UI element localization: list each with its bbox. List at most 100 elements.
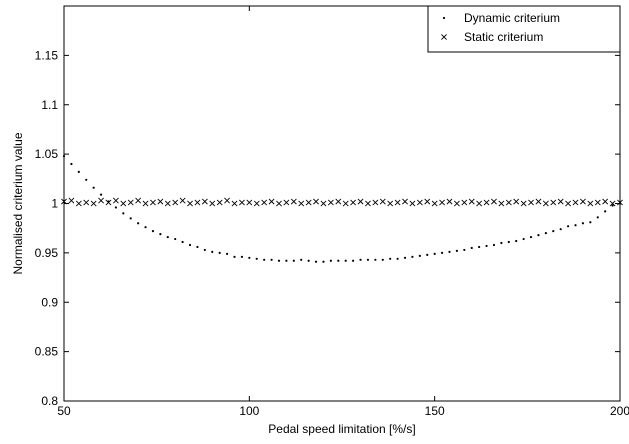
static-point-stroke bbox=[75, 200, 82, 207]
static-point-stroke bbox=[572, 199, 579, 206]
dynamic-point bbox=[515, 239, 518, 243]
static-point-stroke bbox=[98, 197, 104, 204]
y-tick-label: 1.1 bbox=[41, 98, 58, 112]
y-tick-label: 0.9 bbox=[41, 295, 58, 309]
static-point bbox=[105, 199, 112, 206]
axes-layer: 50 100 150 200 0.8 0.85 0.9 0.95 1 1.05 1.1 1.15 bbox=[35, 5, 629, 418]
static-point bbox=[394, 199, 401, 206]
static-point-stroke bbox=[90, 200, 97, 207]
static-point bbox=[112, 197, 119, 204]
dynamic-point bbox=[263, 258, 266, 261]
static-point-stroke bbox=[224, 197, 231, 204]
static-point bbox=[580, 198, 586, 205]
static-point bbox=[283, 199, 290, 206]
static-point-stroke bbox=[164, 200, 171, 207]
static-point bbox=[424, 198, 431, 205]
static-point-stroke bbox=[61, 198, 67, 205]
dynamic-point bbox=[537, 234, 540, 237]
dynamic-point bbox=[470, 246, 473, 250]
static-point bbox=[327, 199, 334, 206]
static-point-stroke bbox=[565, 200, 572, 207]
static-point bbox=[157, 198, 164, 205]
static-point-stroke bbox=[550, 199, 557, 206]
static-point-stroke bbox=[409, 200, 416, 207]
static-point bbox=[83, 199, 90, 206]
static-point-stroke bbox=[268, 198, 275, 205]
x-tick-label: 150 bbox=[425, 404, 445, 418]
static-point-stroke bbox=[142, 200, 149, 207]
static-point-stroke bbox=[505, 199, 512, 206]
static-point-stroke bbox=[68, 197, 75, 204]
static-point-stroke bbox=[112, 197, 119, 204]
static-point bbox=[335, 198, 342, 205]
static-point bbox=[68, 197, 75, 204]
static-point-stroke bbox=[135, 197, 142, 204]
dynamic-point bbox=[322, 260, 325, 263]
dynamic-point bbox=[174, 237, 177, 241]
static-point bbox=[513, 198, 520, 205]
y-tick-label: 1.05 bbox=[35, 147, 59, 161]
static-point-stroke bbox=[483, 199, 490, 206]
dynamic-point bbox=[300, 258, 303, 261]
static-point bbox=[468, 198, 475, 205]
static-point-stroke bbox=[239, 199, 245, 206]
dynamic-point bbox=[70, 162, 73, 166]
static-point bbox=[550, 199, 557, 206]
static-point bbox=[268, 198, 275, 205]
static-point bbox=[253, 200, 260, 207]
dynamic-point bbox=[203, 248, 206, 252]
static-point bbox=[602, 198, 609, 205]
static-point bbox=[305, 199, 312, 206]
dynamic-point bbox=[122, 212, 125, 215]
dynamic-point bbox=[574, 224, 577, 227]
static-point bbox=[520, 200, 527, 207]
dynamic-point bbox=[463, 248, 466, 252]
static-point-stroke bbox=[290, 198, 297, 205]
static-point bbox=[387, 200, 394, 207]
static-point-stroke bbox=[461, 199, 468, 206]
x-tick-label: 50 bbox=[57, 404, 71, 418]
static-point bbox=[446, 198, 453, 205]
dynamic-point bbox=[114, 206, 117, 209]
static-point-stroke bbox=[194, 199, 201, 206]
series-layer bbox=[61, 155, 623, 263]
static-point bbox=[557, 198, 564, 205]
dynamic-point bbox=[211, 250, 214, 253]
static-point bbox=[98, 197, 104, 204]
static-point bbox=[476, 200, 483, 207]
dynamic-point bbox=[240, 255, 244, 258]
dynamic-point bbox=[255, 257, 258, 260]
static-point bbox=[209, 200, 216, 207]
static-point-stroke bbox=[172, 199, 179, 206]
static-point-stroke bbox=[594, 199, 601, 206]
dynamic-point bbox=[85, 178, 88, 181]
series-dynamic bbox=[62, 155, 622, 263]
y-tick-label: 0.85 bbox=[35, 345, 59, 359]
static-point-stroke bbox=[305, 199, 312, 206]
static-point bbox=[75, 200, 82, 207]
dynamic-point bbox=[396, 257, 399, 260]
static-point bbox=[461, 199, 468, 206]
static-point bbox=[594, 199, 601, 206]
dynamic-point bbox=[403, 256, 407, 259]
static-point bbox=[127, 199, 134, 206]
static-point-stroke bbox=[535, 198, 542, 205]
static-point-stroke bbox=[313, 198, 319, 205]
static-point-stroke bbox=[298, 200, 305, 207]
dynamic-point bbox=[374, 258, 377, 261]
static-point-stroke bbox=[379, 198, 386, 205]
static-point-stroke bbox=[372, 199, 379, 206]
y-tick-label: 1.15 bbox=[35, 48, 59, 62]
dynamic-point bbox=[285, 259, 288, 262]
static-point-stroke bbox=[283, 199, 290, 206]
dynamic-point bbox=[292, 259, 295, 262]
static-point bbox=[313, 198, 319, 205]
static-point-stroke bbox=[402, 198, 408, 205]
static-point-stroke bbox=[520, 200, 527, 207]
static-point bbox=[431, 200, 438, 207]
static-point bbox=[505, 199, 512, 206]
dynamic-point bbox=[433, 252, 436, 255]
dynamic-point bbox=[604, 210, 607, 213]
static-point bbox=[187, 200, 193, 207]
dynamic-point bbox=[151, 230, 155, 233]
